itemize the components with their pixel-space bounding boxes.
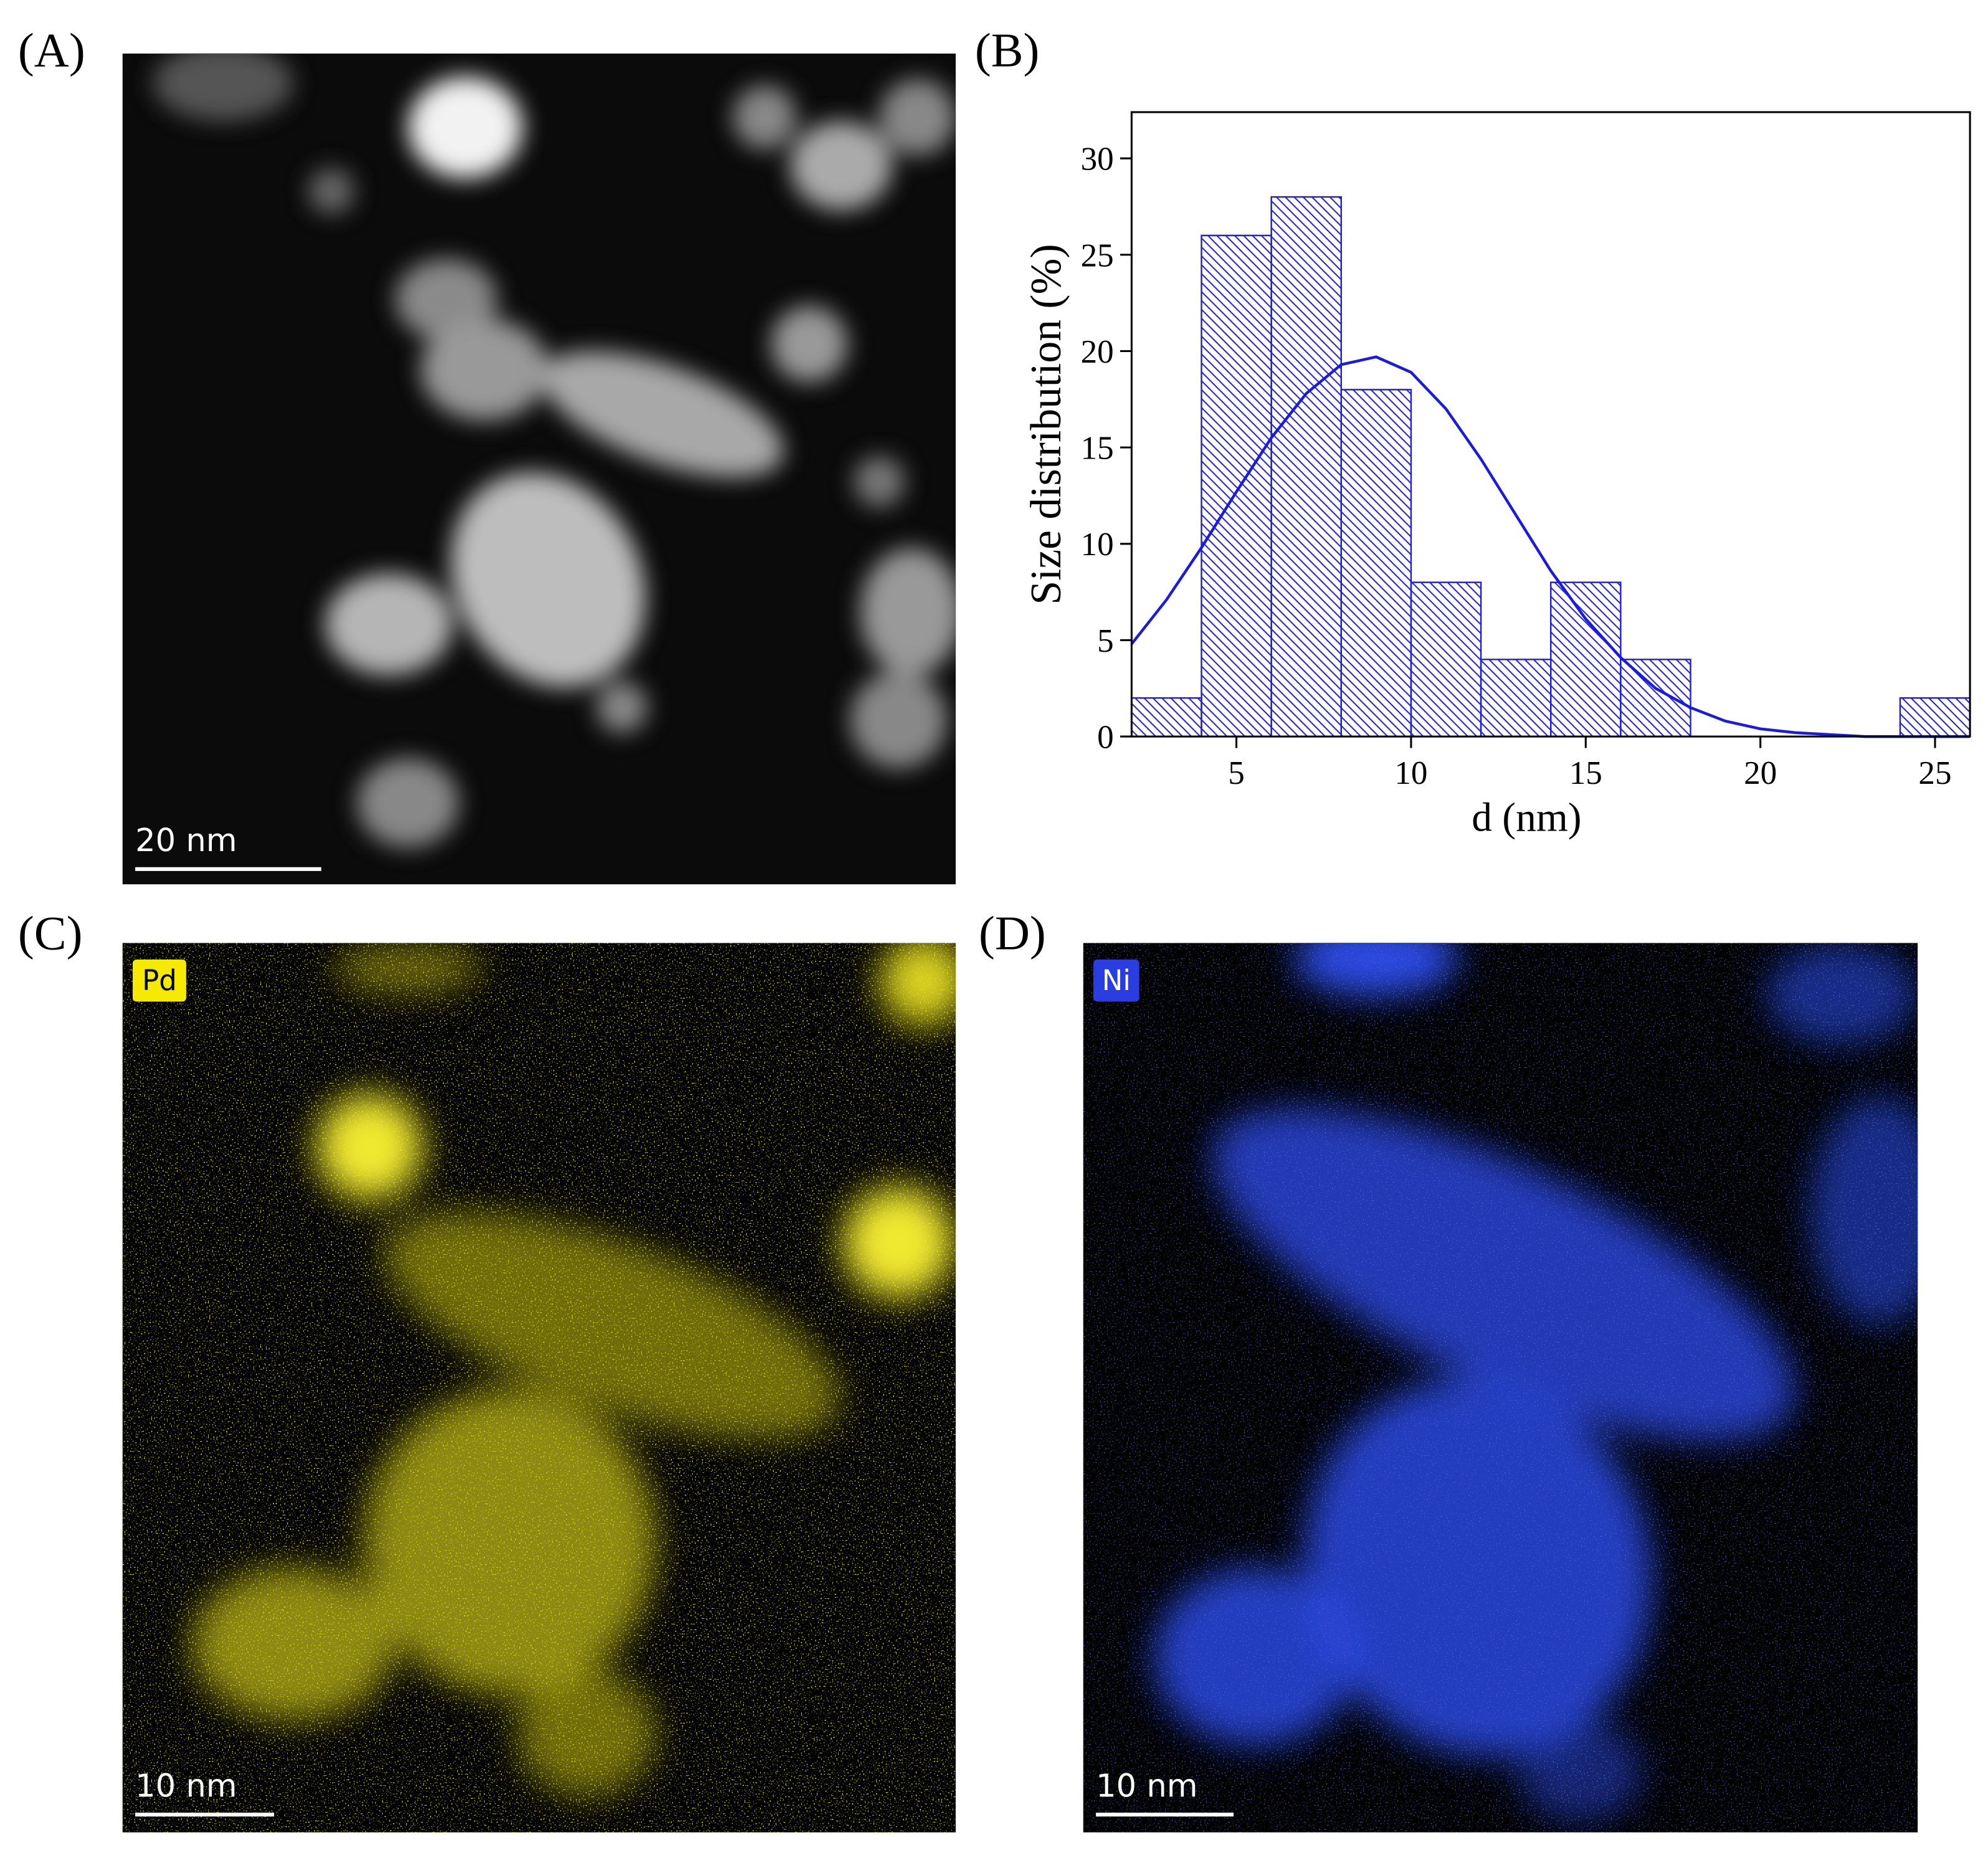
histogram-chart: d (nm) Size distribution (%) 0 5 10 15 20 25 3… [1022,111,1971,840]
bar [1201,234,1272,738]
bar [1480,659,1552,738]
y-axis-label: Size distribution (%) [1022,244,1070,604]
bar [1899,697,1971,738]
panel-label: (C) [18,907,83,960]
element-badge [132,959,186,1002]
bar [1550,581,1622,738]
x-axis-label: d (nm) [1472,795,1581,840]
panel-label: (D) [979,907,1046,960]
ni-map [1083,943,1918,1832]
haadf-image [122,53,956,885]
y-tick-label: 15 [1081,430,1114,467]
x-tick-label: 5 [1228,755,1245,791]
scale-bar-label: 10 nm [135,1768,237,1805]
bar [1410,581,1482,738]
y-tick-label: 10 [1081,526,1114,563]
y-tick-label: 30 [1081,141,1114,178]
x-tick-label: 20 [1744,755,1777,791]
pd-map [122,943,956,1832]
y-tick-label: 20 [1081,333,1114,370]
bar [1131,697,1202,738]
fit-curve [1130,355,1971,738]
plot-frame [1130,111,1971,738]
element-badge [1093,959,1139,1002]
x-tick-label: 10 [1394,755,1427,791]
panel-label: (A) [18,23,85,77]
y-tick-label: 25 [1081,237,1114,274]
scale-bar-label: 10 nm [1096,1768,1197,1805]
element-label: Ni [1102,964,1131,997]
panel-label: (B) [975,23,1040,77]
y-tick-label: 5 [1097,622,1114,659]
bar [1620,659,1691,738]
x-tick-label: 15 [1569,755,1602,791]
x-tick-label: 25 [1918,755,1951,791]
scale-bar-label: 20 nm [135,822,237,859]
y-tick-label: 0 [1097,718,1114,755]
element-label: Pd [142,964,177,997]
bar [1270,196,1343,738]
bar [1340,389,1412,738]
